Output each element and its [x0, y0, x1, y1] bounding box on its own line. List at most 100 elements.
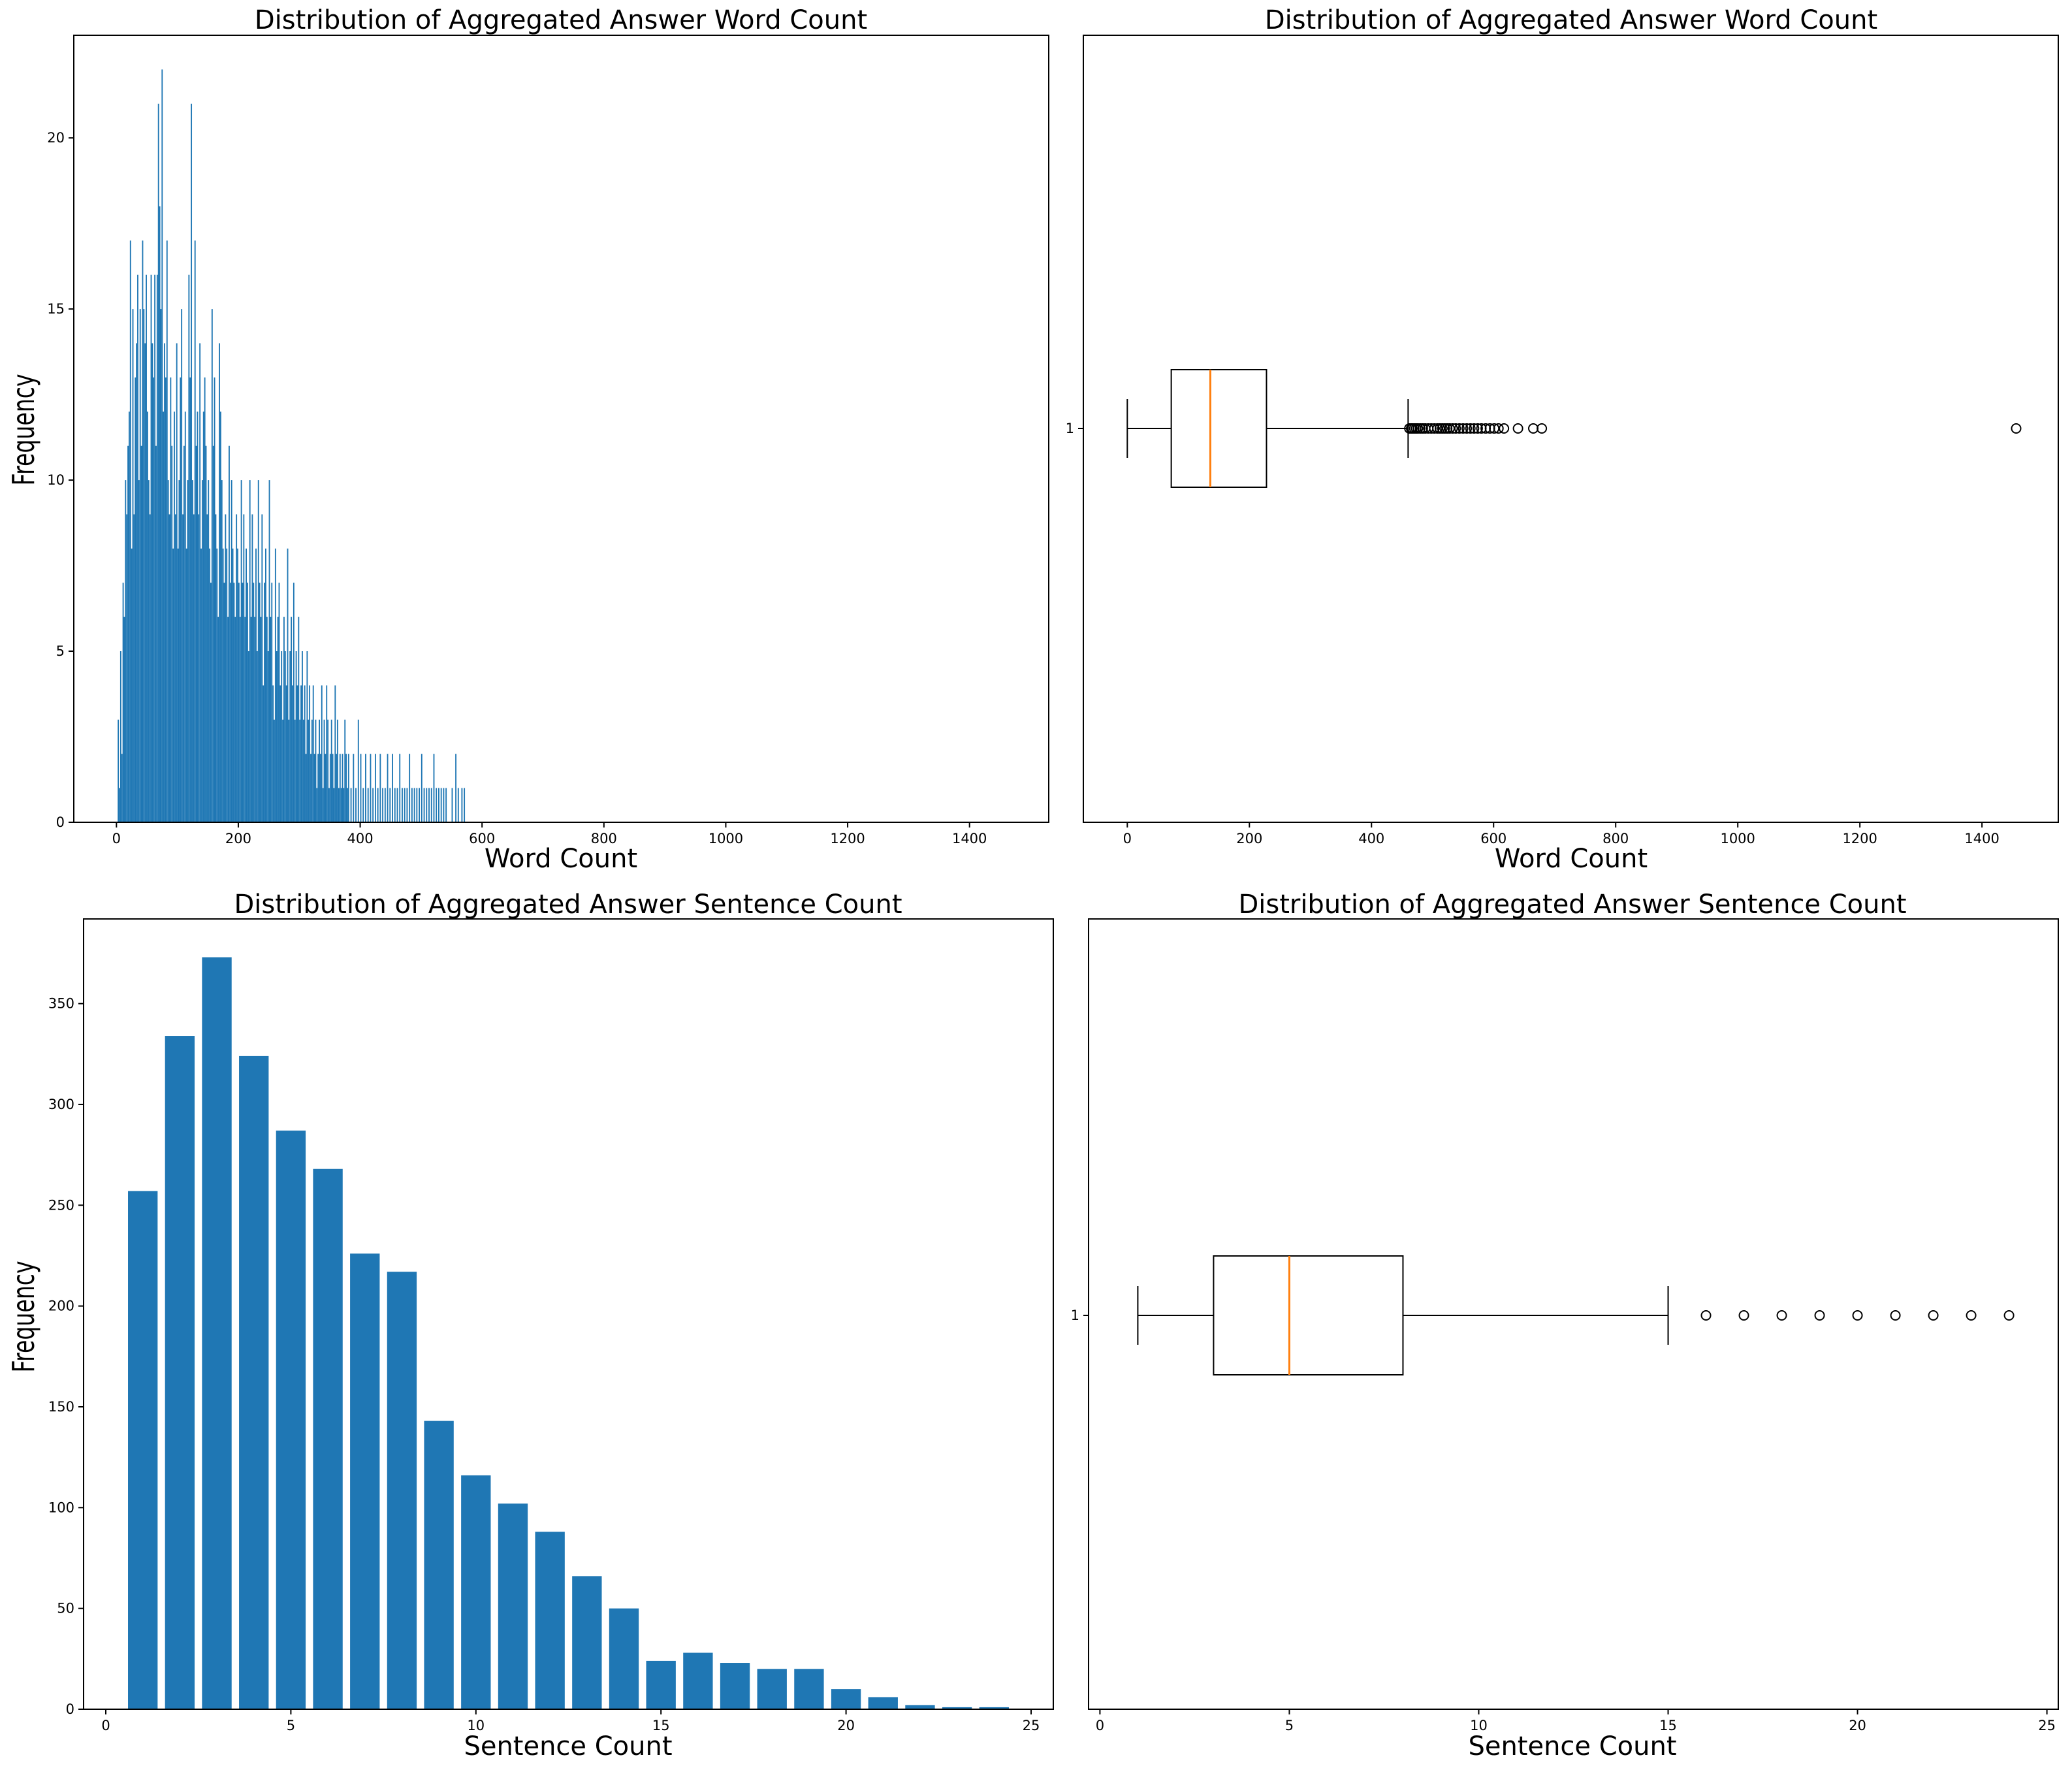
x-tick-label: 15: [1659, 1718, 1677, 1733]
x-tick-label: 1000: [1720, 831, 1755, 846]
y-tick-label: 10: [47, 472, 65, 488]
histogram-bar: [123, 617, 125, 822]
histogram-bar: [298, 617, 300, 822]
x-tick-label: 0: [1096, 1718, 1104, 1733]
histogram-bar: [296, 685, 298, 822]
histogram-bar: [156, 274, 158, 822]
bar: [128, 1191, 158, 1709]
y-tick-label: 1: [1071, 1308, 1079, 1323]
histogram-bar: [451, 788, 453, 822]
histogram-bar: [370, 754, 372, 822]
histogram-bar: [177, 548, 179, 822]
outlier-point: [2011, 423, 2022, 434]
histogram-bar: [138, 480, 140, 822]
histogram-bar: [440, 788, 442, 822]
histogram-bar: [311, 719, 313, 822]
outlier-point: [1458, 423, 1469, 434]
histogram-bar: [316, 788, 318, 822]
histogram-bar: [206, 514, 208, 822]
histogram-bar: [122, 583, 124, 822]
histogram-bar: [126, 514, 128, 822]
histogram-bar: [300, 685, 302, 822]
x-axis-ticks: 0 200 400 600 800 1000 1200 1400: [112, 822, 987, 846]
histogram-bar: [423, 788, 425, 822]
histogram-bar: [319, 754, 321, 822]
histogram-bar: [155, 445, 157, 822]
bar: [535, 1532, 565, 1709]
x-tick-label: 1400: [1964, 831, 1999, 846]
outlier-point: [1852, 1310, 1863, 1321]
histogram-bar: [416, 788, 418, 822]
histogram-bar: [174, 514, 176, 822]
x-axis-label: Word Count: [485, 844, 637, 874]
x-tick-label: 1200: [830, 831, 865, 846]
histogram-bar: [308, 719, 310, 822]
histogram-bar: [360, 754, 362, 822]
histogram-bar: [166, 240, 168, 822]
histogram-bar: [428, 788, 430, 822]
histogram-bar: [384, 788, 386, 822]
histogram-bar: [282, 719, 283, 822]
bar: [868, 1697, 898, 1709]
histogram-bar: [226, 548, 228, 822]
histogram-bar: [193, 514, 195, 822]
x-axis-ticks: 0 5 10 15 20 25: [1096, 1709, 2056, 1733]
histogram-bar: [332, 754, 334, 822]
histogram-bar: [243, 514, 245, 822]
outlier-point: [1429, 423, 1440, 434]
histogram-bar: [377, 788, 379, 822]
bar-group: [118, 69, 466, 823]
bar: [350, 1253, 380, 1709]
histogram-bar: [217, 617, 219, 822]
x-axis-label: Sentence Count: [464, 1731, 672, 1761]
histogram-bar: [212, 445, 214, 822]
histogram-bar: [229, 445, 230, 822]
x-tick-label: 10: [467, 1718, 485, 1733]
y-axis-ticks: 0 5 10 15 20: [47, 130, 74, 830]
histogram-bar: [396, 788, 398, 822]
histogram-bar: [438, 788, 439, 822]
histogram-bar: [168, 514, 170, 822]
histogram-bar: [139, 309, 141, 822]
histogram-bar: [302, 719, 304, 822]
histogram-bar: [461, 788, 463, 822]
histogram-bar: [257, 480, 259, 822]
x-axis-label: Sentence Count: [1468, 1731, 1676, 1761]
histogram-bar: [185, 548, 187, 822]
outlier-point: [1499, 423, 1510, 434]
word-count-histogram-panel: Distribution of Aggregated Answer Word C…: [7, 5, 1049, 874]
histogram-bar: [338, 788, 340, 822]
histogram-bar: [347, 788, 348, 822]
histogram-bar: [247, 651, 249, 822]
outlier-point: [1814, 1310, 1825, 1321]
histogram-bar: [328, 788, 330, 822]
histogram-bar: [263, 685, 264, 822]
histogram-bar: [326, 685, 328, 822]
histogram-bar: [135, 377, 136, 822]
histogram-bar: [157, 103, 159, 823]
histogram-bar: [292, 685, 293, 822]
histogram-bar: [267, 651, 269, 822]
histogram-bar: [154, 274, 156, 822]
histogram-bar: [294, 719, 296, 822]
histogram-bar: [261, 514, 263, 822]
histogram-bar: [433, 754, 435, 822]
x-tick-label: 0: [101, 1718, 110, 1733]
histogram-bar: [233, 583, 235, 822]
bar: [387, 1272, 417, 1709]
histogram-bar: [211, 309, 213, 822]
histogram-bar: [355, 788, 357, 822]
outlier-point: [1776, 1310, 1787, 1321]
histogram-bar: [119, 788, 120, 822]
histogram-bar: [181, 309, 183, 822]
chart-title: Distribution of Aggregated Answer Word C…: [255, 5, 867, 35]
plot-frame: [73, 35, 1049, 823]
histogram-bar: [244, 617, 246, 822]
y-tick-label: 300: [48, 1097, 74, 1112]
histogram-bar: [197, 411, 199, 822]
outlier-point: [1447, 423, 1458, 434]
histogram-bar: [274, 719, 275, 822]
histogram-bar: [278, 583, 280, 822]
outlier-point: [1454, 423, 1465, 434]
histogram-bar: [146, 411, 148, 822]
